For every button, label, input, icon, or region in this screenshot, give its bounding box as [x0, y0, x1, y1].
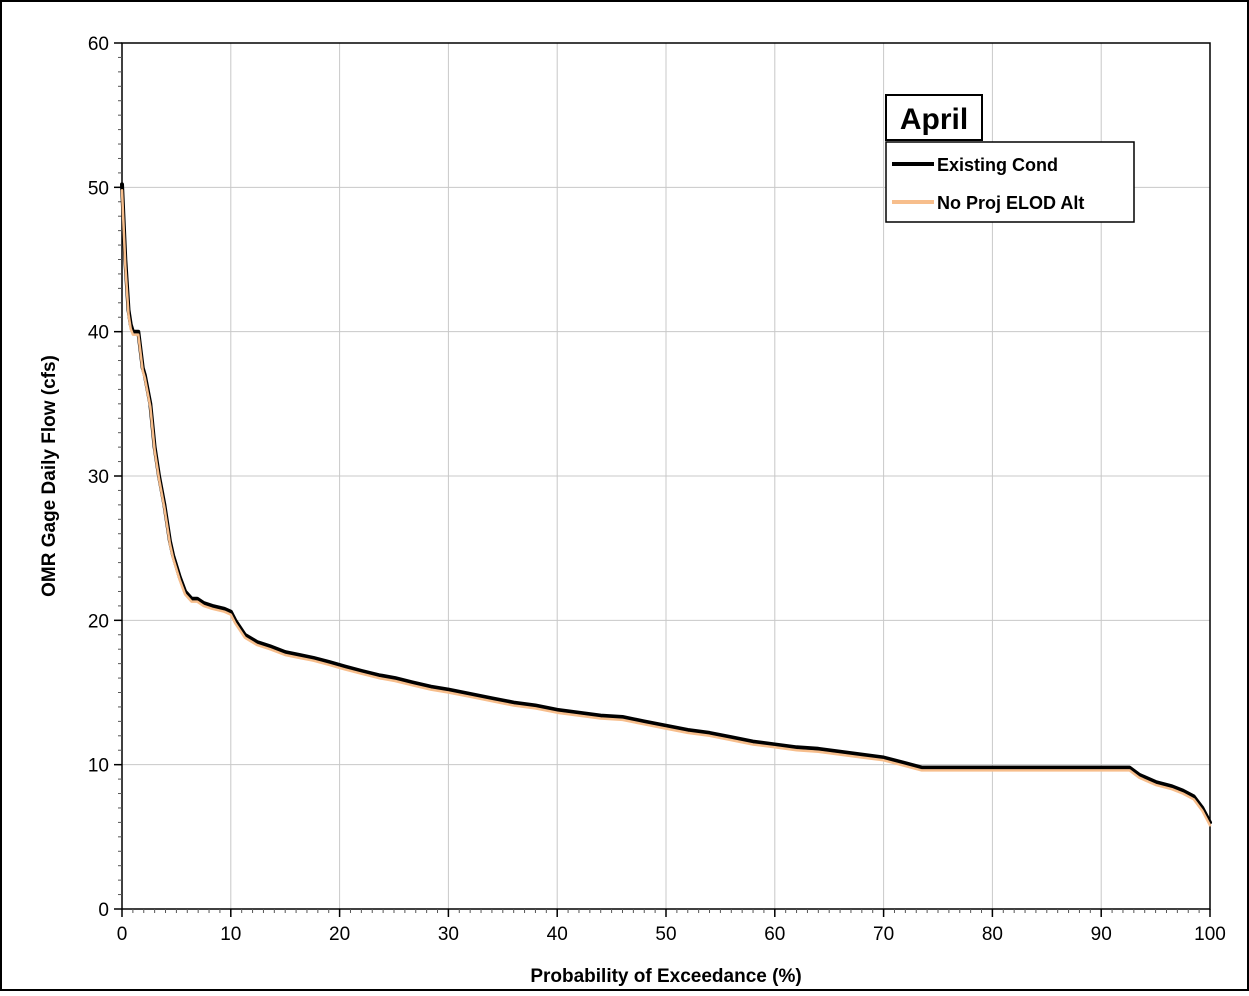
- x-tick-label: 0: [117, 924, 128, 945]
- x-tick-label: 80: [982, 924, 1003, 945]
- y-axis-title: OMR Gage Daily Flow (cfs): [39, 355, 60, 597]
- axis-ticks: 0 10 20 30 40 50 60 70 80 90 100 0 10 20 30 40 50 60: [88, 34, 1226, 945]
- x-axis-title: Probability of Exceedance (%): [530, 966, 801, 987]
- x-tick-label: 100: [1194, 924, 1226, 945]
- chart-title-box: April: [885, 94, 983, 141]
- legend-label-no-proj-elod-alt: No Proj ELOD Alt: [937, 193, 1084, 213]
- chart-title: April: [900, 103, 968, 136]
- legend-label-existing-cond: Existing Cond: [937, 155, 1058, 175]
- y-tick-label: 10: [88, 756, 109, 777]
- y-tick-label: 20: [88, 611, 109, 632]
- y-tick-label: 40: [88, 323, 109, 344]
- x-tick-label: 20: [329, 924, 350, 945]
- chart-title-frame: [885, 94, 983, 141]
- x-tick-label: 30: [438, 924, 459, 945]
- x-tick-label: 10: [220, 924, 241, 945]
- x-tick-label: 40: [547, 924, 568, 945]
- series-lines: [120, 182, 1212, 827]
- y-tick-label: 0: [98, 900, 109, 921]
- y-tick-label: 50: [88, 178, 109, 199]
- x-tick-label: 60: [764, 924, 785, 945]
- y-tick-label: 30: [88, 467, 109, 488]
- legend: Existing Cond No Proj ELOD Alt: [885, 141, 1135, 223]
- y-tick-label: 60: [88, 34, 109, 55]
- x-tick-label: 90: [1091, 924, 1112, 945]
- series-line-no-proj-elod-alt: [120, 188, 1212, 827]
- x-tick-label: 70: [873, 924, 894, 945]
- x-tick-label: 50: [655, 924, 676, 945]
- legend-frame: [885, 141, 1135, 223]
